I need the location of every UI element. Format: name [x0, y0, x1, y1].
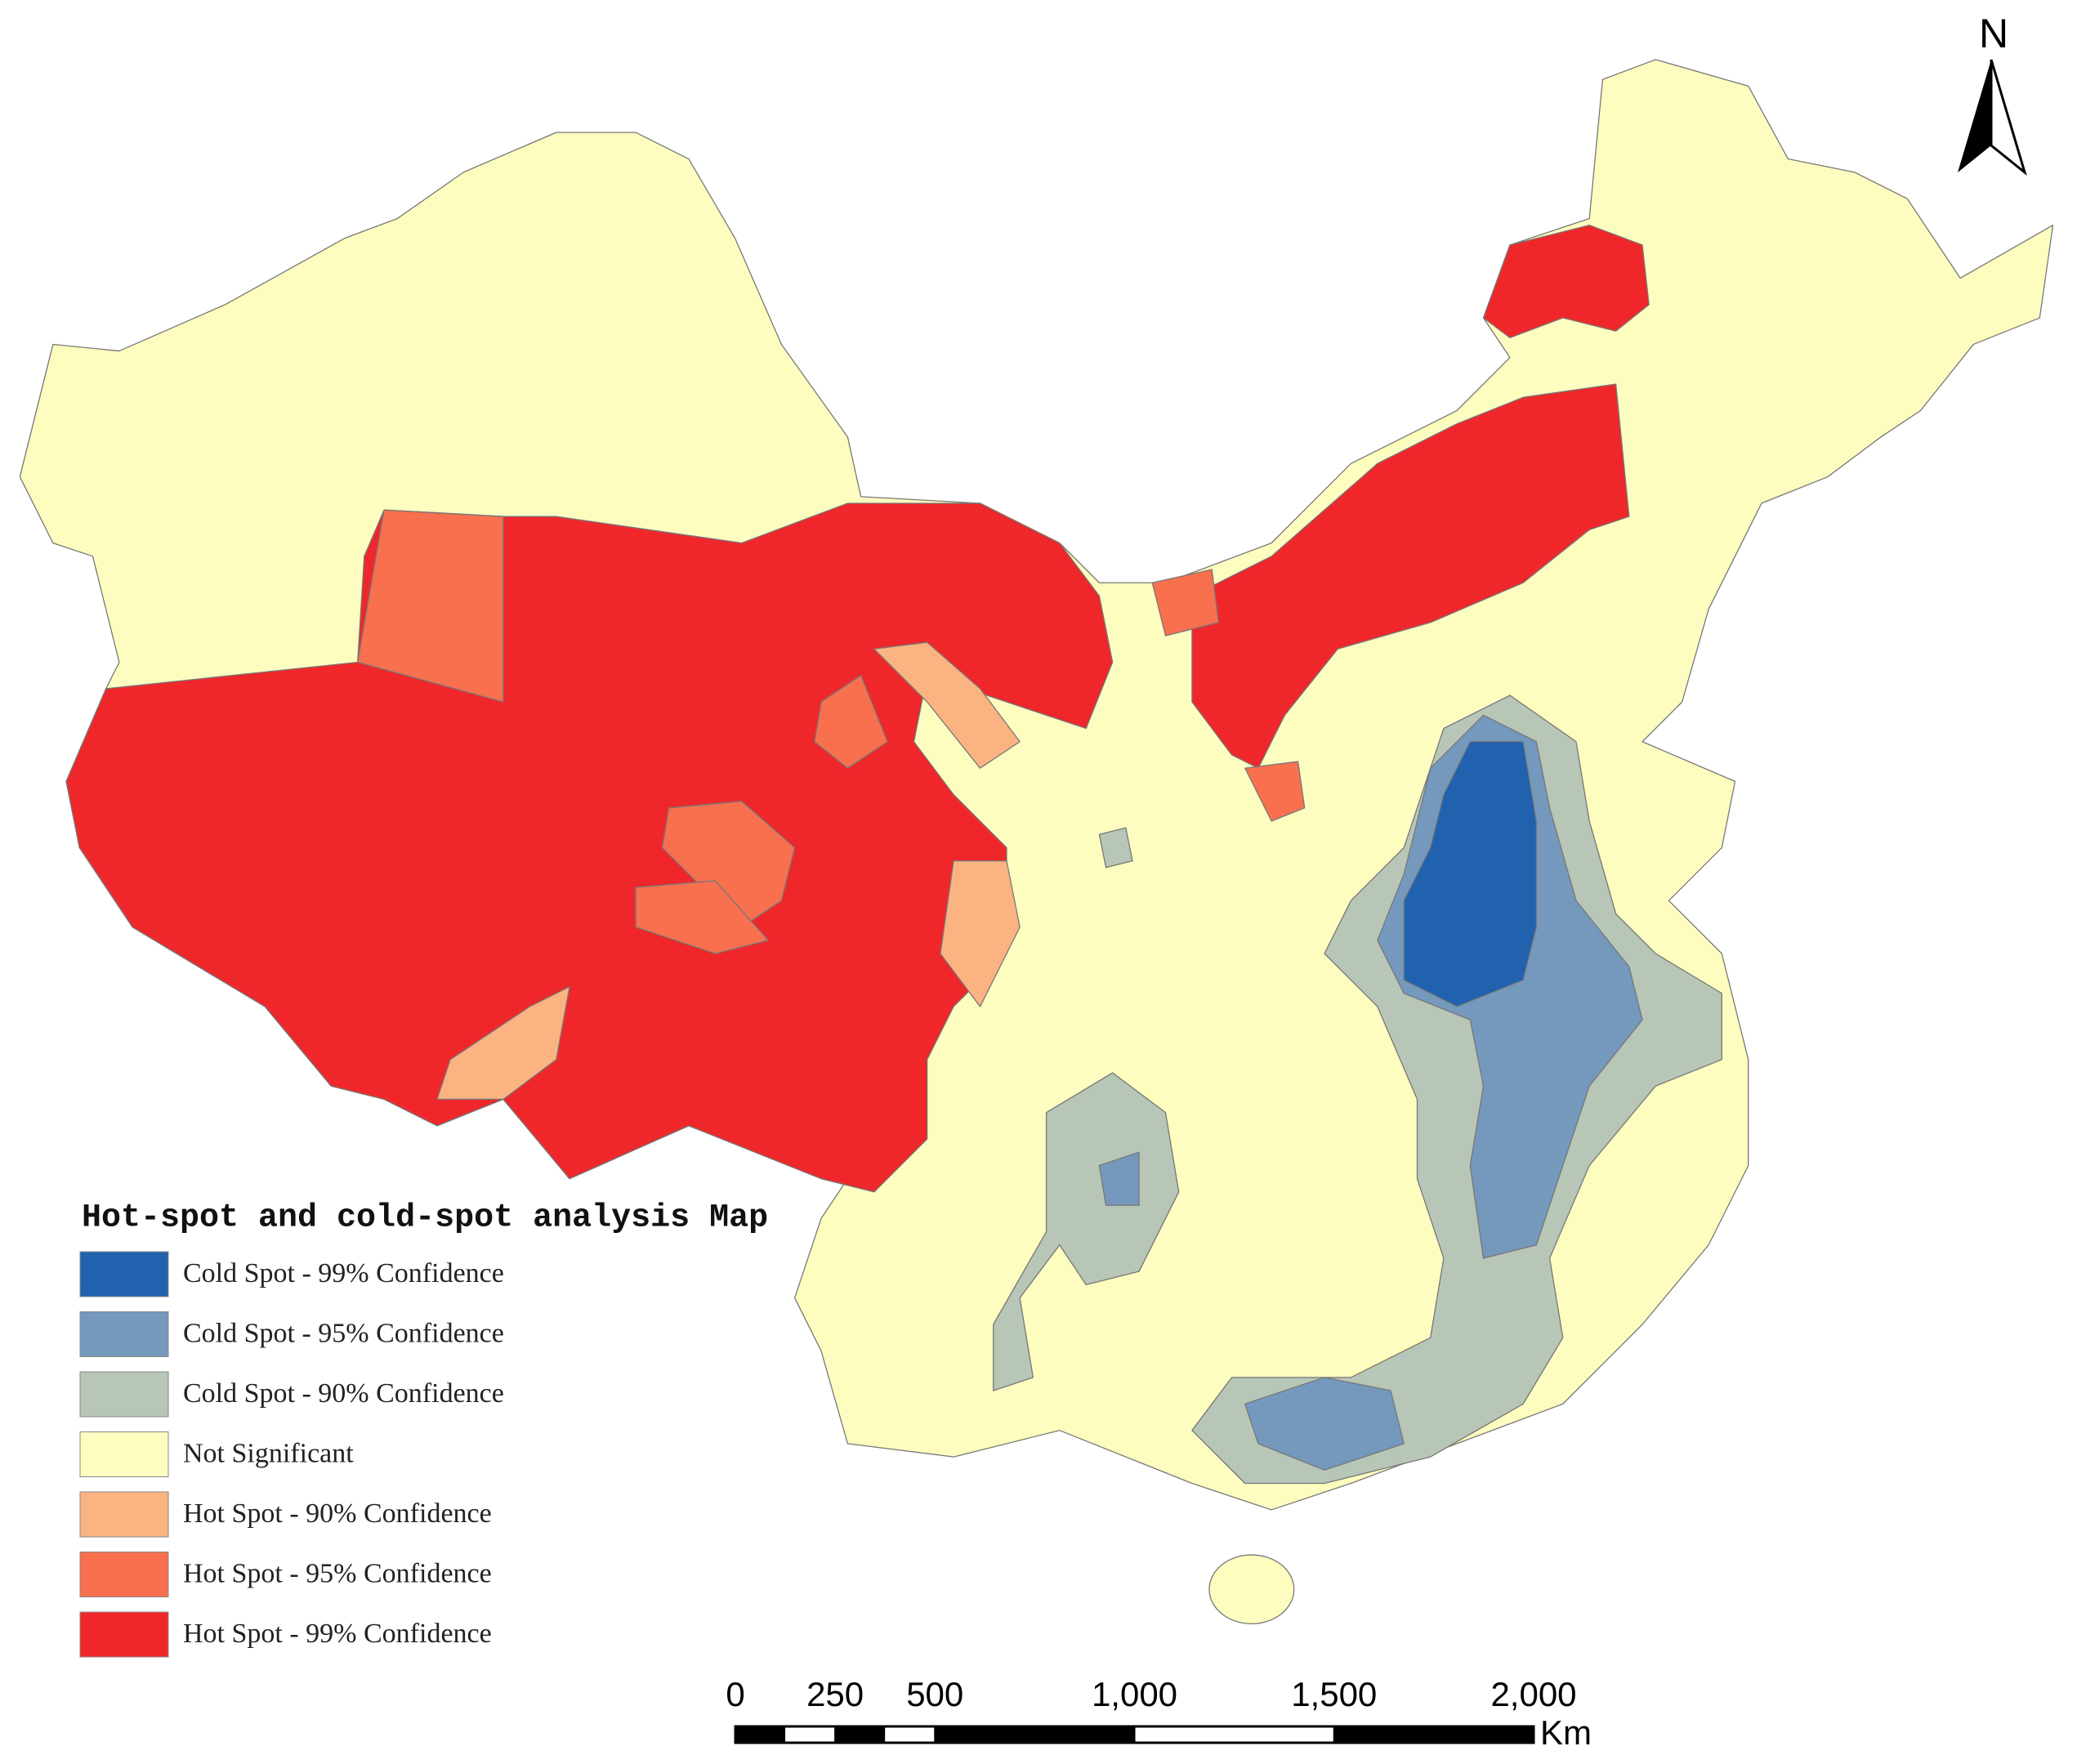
legend-swatch: [79, 1431, 169, 1477]
region-hot-95: [1151, 569, 1219, 636]
north-arrow-left: [1958, 60, 1991, 172]
region-hot-95: [1244, 761, 1306, 822]
legend-label: Cold Spot - 90% Confidence: [183, 1378, 504, 1409]
scale-bar-segment: [835, 1726, 886, 1743]
scale-bar-segment: [1333, 1726, 1534, 1743]
region-hot-95: [357, 509, 504, 703]
region-hot-90: [873, 641, 1021, 769]
scale-bar-segment: [935, 1726, 1135, 1743]
legend-label: Not Significant: [183, 1438, 354, 1468]
region-cold-90: [1098, 827, 1133, 869]
legend-label: Hot Spot - 99% Confidence: [183, 1619, 492, 1649]
legend-swatch: [79, 1491, 169, 1538]
region-cold-95: [1244, 1377, 1405, 1471]
legend-swatch: [79, 1251, 169, 1297]
legend: Hot-spot and cold-spot analysis Map Cold…: [79, 1200, 768, 1658]
region-hot-95: [814, 675, 888, 769]
legend-swatch: [79, 1311, 169, 1357]
region-cold-90: [993, 1072, 1180, 1391]
scale-tick-label: 250: [806, 1675, 864, 1713]
legend-label: Cold Spot - 95% Confidence: [183, 1318, 504, 1348]
region-cold-95: [1098, 1151, 1140, 1206]
north-arrow: N: [1958, 11, 2027, 176]
scale-unit: Km: [1540, 1713, 1592, 1752]
region-hot-99: [1482, 224, 1650, 339]
map-regions: [19, 59, 2054, 1624]
legend-label: Cold Spot - 99% Confidence: [183, 1258, 504, 1288]
legend-label: Hot Spot - 90% Confidence: [183, 1498, 492, 1529]
legend-swatch: [79, 1552, 169, 1597]
legend-swatch: [79, 1371, 169, 1418]
region-cold-90: [1191, 694, 1722, 1485]
region-hot-99: [65, 502, 1114, 1193]
north-arrow-right: [1990, 59, 2027, 176]
region-hot-90: [940, 860, 1021, 1007]
region-cold-99: [1403, 741, 1538, 1007]
region-hainan: [1208, 1554, 1295, 1624]
legend-label: Hot Spot - 95% Confidence: [183, 1558, 492, 1588]
region-hot-90: [436, 985, 570, 1101]
legend-title: Hot-spot and cold-spot analysis Map: [82, 1200, 768, 1237]
scale-tick-label: 2,000: [1490, 1675, 1576, 1713]
region-hot-95: [635, 880, 769, 954]
legend-swatch: [79, 1611, 169, 1658]
scale-bar-segment: [735, 1726, 786, 1743]
scale-tick-label: 1,500: [1291, 1675, 1377, 1713]
north-label: N: [1979, 11, 2008, 56]
region-hot-99: [1191, 383, 1630, 769]
scale-tick-label: 1,000: [1092, 1675, 1177, 1713]
region-hot-95: [661, 801, 796, 928]
scale-tick-label: 500: [906, 1675, 963, 1713]
scale-tick-label: 0: [726, 1675, 744, 1713]
